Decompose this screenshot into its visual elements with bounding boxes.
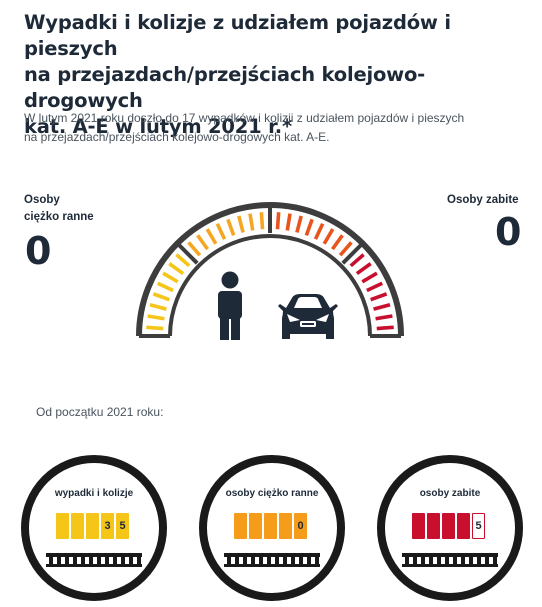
- gauge-tick: [162, 271, 179, 284]
- gauge-tick: [304, 218, 314, 236]
- lead-paragraph: W lutym 2021 roku doszło do 17 wypadków …: [24, 109, 524, 147]
- gauge-divider: [175, 241, 199, 265]
- counter-digit: [86, 513, 99, 539]
- gauge-tick: [361, 271, 378, 284]
- counter-digit: 5: [472, 513, 485, 539]
- counter-digit: 3: [101, 513, 114, 539]
- counter-widget: osoby zabite 5: [377, 455, 523, 601]
- gauge-frame: [136, 202, 404, 338]
- counter-digit: [249, 513, 262, 539]
- gauge-tick: [338, 241, 353, 257]
- counter-widget: osoby ciężko ranne 0: [199, 455, 345, 601]
- counter-title: wypadki i kolizje: [54, 488, 134, 499]
- gauge-tick: [226, 218, 236, 236]
- counter-digit: [279, 513, 292, 539]
- gauge-tick: [149, 303, 167, 311]
- gauge-tick: [152, 292, 170, 302]
- gauge-tick: [168, 262, 185, 276]
- title-line-2: na przejazdach/przejściach kolejowo-drog…: [24, 63, 426, 112]
- gauge-tick: [237, 215, 245, 233]
- gauge-tick: [375, 314, 393, 321]
- counter-title: osoby ciężko ranne: [225, 488, 319, 499]
- counter-digit: [71, 513, 84, 539]
- killed-value: 0: [495, 210, 522, 254]
- gauge-tick: [349, 253, 365, 268]
- killed-label: Osoby zabite: [447, 194, 519, 206]
- counter-digit: 0: [294, 513, 307, 539]
- car-icon: [278, 294, 338, 339]
- speedometer-gauge: [136, 202, 404, 340]
- gauge-tick: [366, 281, 384, 293]
- counter-digit: [427, 513, 440, 539]
- counter-digits: 5: [412, 513, 485, 539]
- gauge-divider: [341, 241, 365, 265]
- rail-track-icon: [402, 553, 498, 567]
- gauge-tick: [373, 303, 391, 311]
- gauge-tick: [376, 325, 394, 331]
- gauge-tick: [285, 213, 292, 231]
- counter-digit: [264, 513, 277, 539]
- gauge-tick: [156, 281, 174, 293]
- counter-digit: [442, 513, 455, 539]
- injured-label-line-1: Osoby: [24, 194, 60, 206]
- gauge-tick: [196, 234, 210, 251]
- injured-value: 0: [25, 229, 52, 273]
- counter-title: osoby zabite: [419, 488, 481, 499]
- page-title: Wypadki i kolizje z udziałem pojazdów i …: [24, 10, 524, 140]
- counter-digit: [56, 513, 69, 539]
- rail-track-icon: [224, 553, 320, 567]
- since-label: Od początku 2021 roku:: [36, 405, 164, 419]
- counter-widget: wypadki i kolizje 3 5: [21, 455, 167, 601]
- gauge-tick: [275, 212, 281, 230]
- gauge-tick: [295, 215, 303, 233]
- title-line-1: Wypadki i kolizje z udziałem pojazdów i …: [24, 11, 451, 60]
- gauge-tick: [146, 325, 164, 331]
- injured-label-line-2: ciężko ranne: [24, 211, 94, 223]
- pedestrian-icon: [218, 271, 242, 340]
- lead-line-1: W lutym 2021 roku doszło do 17 wypadków …: [24, 111, 465, 125]
- gauge-tick: [215, 222, 227, 240]
- rail-track-icon: [46, 553, 142, 567]
- lead-line-2: na przejazdach/przejściach kolejowo-drog…: [24, 130, 330, 144]
- gauge-ticks: [146, 212, 394, 331]
- counter-digits: 0: [234, 513, 307, 539]
- counter-digit: [457, 513, 470, 539]
- counter-digit: [412, 513, 425, 539]
- gauge-tick: [187, 241, 202, 257]
- gauge-tick: [248, 213, 255, 231]
- gauge-tick: [355, 262, 372, 276]
- counter-digit: 5: [116, 513, 129, 539]
- injured-label: Osoby ciężko ranne: [24, 192, 94, 226]
- gauge-inner-arc: [168, 234, 372, 337]
- gauge-tick: [205, 228, 218, 245]
- gauge-tick: [322, 228, 335, 245]
- title-line-3: kat. A-E w lutym 2021 r.*: [24, 115, 292, 138]
- gauge-tick: [370, 292, 388, 302]
- gauge-tick: [175, 253, 191, 268]
- gauge-tick: [313, 222, 325, 240]
- gauge-tick: [259, 212, 265, 230]
- gauge-tick: [330, 234, 344, 251]
- counter-digit: [234, 513, 247, 539]
- gauge-tick: [147, 314, 165, 321]
